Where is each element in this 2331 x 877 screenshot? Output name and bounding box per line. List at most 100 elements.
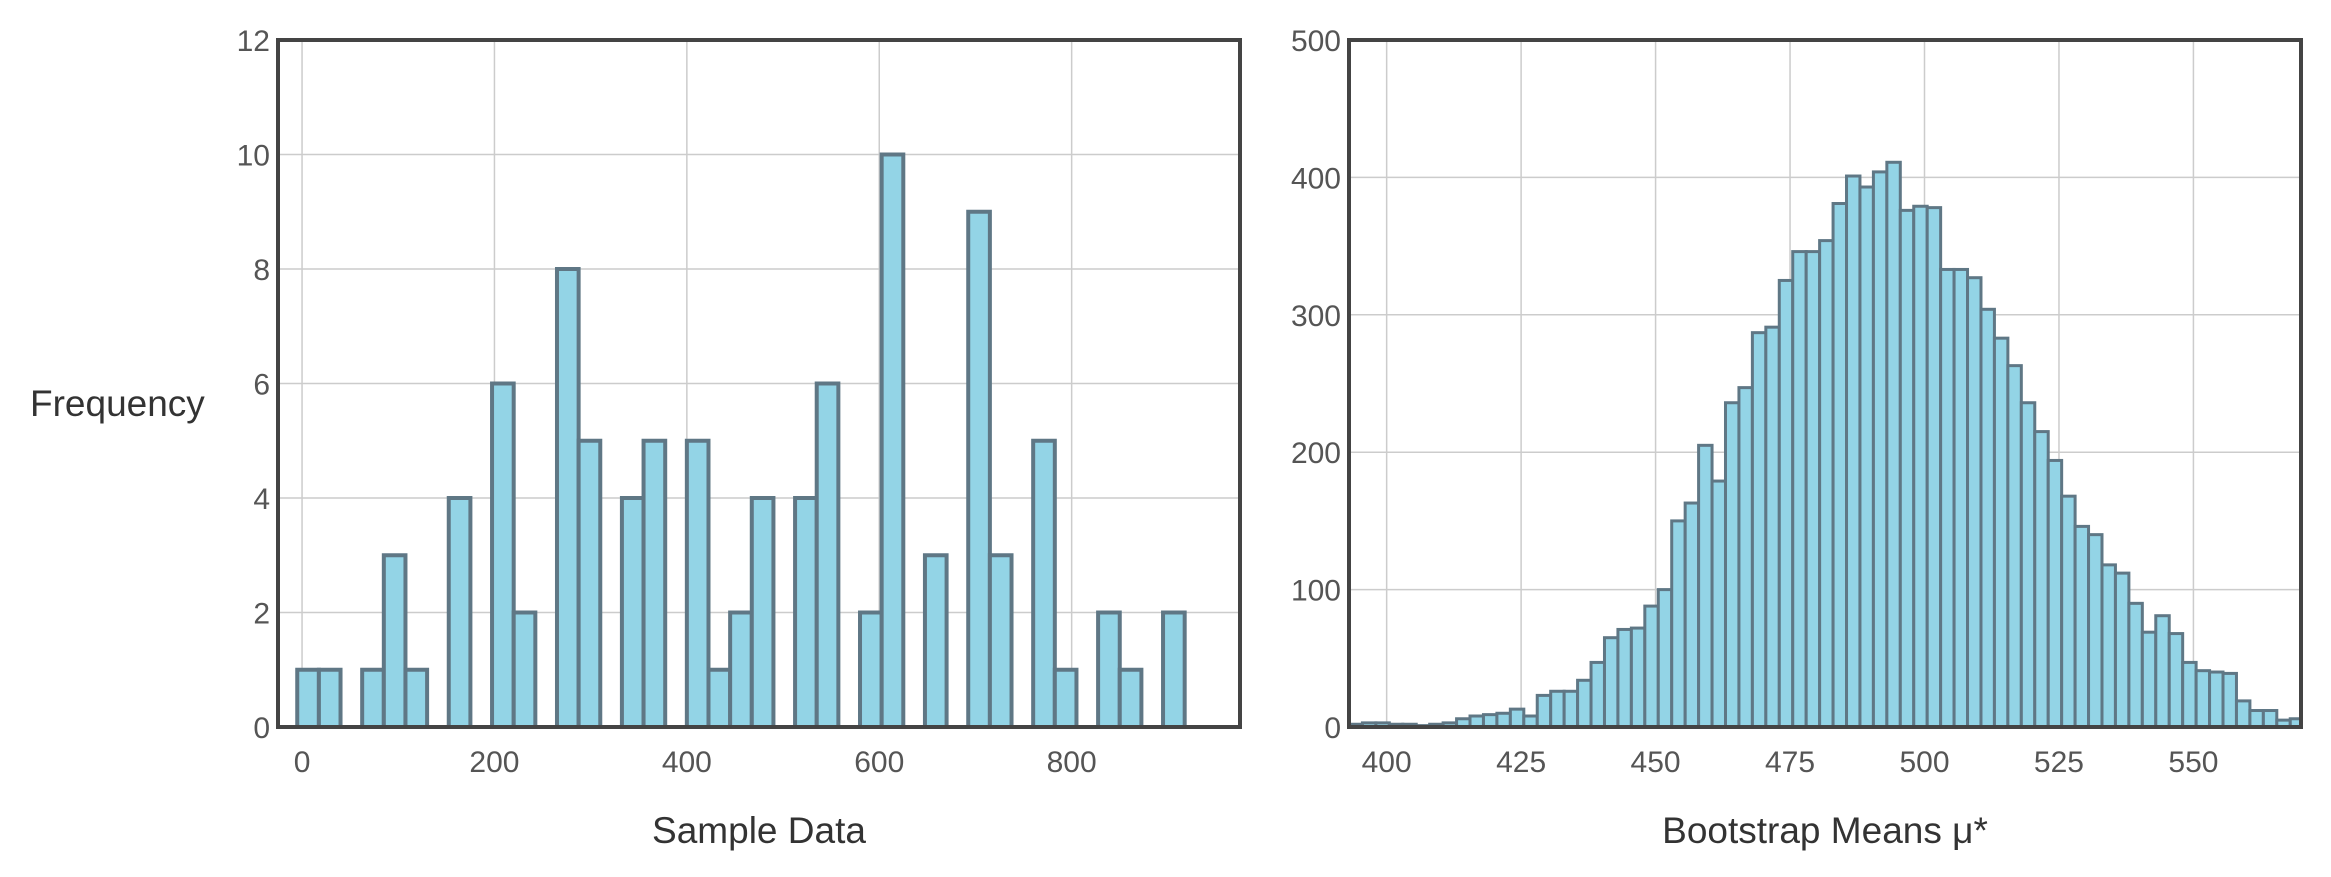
histogram-bar <box>1885 160 1902 729</box>
histogram-bar <box>1992 336 2010 729</box>
histogram-bar <box>2194 669 2212 729</box>
histogram-bar <box>295 667 321 729</box>
histogram-bar <box>793 496 819 729</box>
y-tick-label: 2 <box>253 598 270 631</box>
histogram-bar <box>1710 479 1727 729</box>
histogram-bar <box>1629 626 1647 729</box>
histogram-bar <box>1750 331 1768 729</box>
histogram-bar <box>381 553 408 729</box>
histogram-bar <box>490 381 516 729</box>
histogram-bar <box>1966 276 1983 729</box>
histogram-bar <box>554 267 581 729</box>
histogram-bar <box>2113 571 2131 729</box>
histogram-bar <box>2221 671 2238 729</box>
x-tick-label: 400 <box>662 746 712 779</box>
y-tick-label: 400 <box>1291 162 1341 195</box>
histogram-bar <box>2167 632 2185 729</box>
histogram-bar <box>2127 601 2144 729</box>
histogram-bar <box>2060 494 2077 729</box>
histogram-bar <box>1777 278 1795 729</box>
histogram-bar <box>1898 208 1916 729</box>
y-tick-label: 300 <box>1291 300 1341 333</box>
histogram-bar <box>641 438 668 729</box>
histogram-bar <box>1979 307 1996 729</box>
histogram-bar <box>1602 636 1620 729</box>
histogram-bar <box>1576 678 1593 729</box>
histogram-bar <box>360 667 386 729</box>
x-tick-label: 425 <box>1496 746 1546 779</box>
y-tick-label: 10 <box>237 140 270 173</box>
y-tick-label: 8 <box>253 254 270 287</box>
histogram-bar <box>1161 610 1187 729</box>
x-tick-label: 600 <box>854 746 904 779</box>
histogram-bar <box>1871 170 1889 729</box>
plot-frame <box>276 38 1242 729</box>
histogram-bar <box>1764 325 1781 729</box>
histogram-bar <box>749 496 776 729</box>
histogram-bar <box>1737 386 1754 729</box>
histogram-bar <box>1925 206 1943 729</box>
histogram-bar <box>1616 627 1633 729</box>
histogram-bar <box>987 553 1014 729</box>
histogram-bar <box>2248 709 2265 729</box>
histogram-bar <box>403 667 430 729</box>
histogram-bar <box>1535 693 1553 729</box>
histogram-bar <box>1549 689 1566 729</box>
histogram-bar <box>2019 401 2037 729</box>
histogram-bar <box>576 438 603 729</box>
histogram-bar <box>1723 401 1741 729</box>
histogram-bar <box>1508 707 1526 729</box>
histogram-bar <box>1952 267 1970 729</box>
histogram-bar <box>619 496 646 729</box>
x-tick-label: 450 <box>1631 746 1681 779</box>
histogram-bar <box>1670 519 1687 729</box>
histogram-bar <box>316 667 343 729</box>
x-tick-label: 0 <box>294 746 311 779</box>
histogram-bar <box>1804 250 1822 729</box>
histogram-bar <box>1912 204 1929 729</box>
histogram-bar <box>2046 458 2064 729</box>
histogram-bar <box>446 496 473 729</box>
histogram-bar <box>2234 699 2252 729</box>
left-y-axis-label: Frequency <box>30 383 205 424</box>
histogram-bar <box>1643 604 1660 729</box>
y-tick-label: 100 <box>1291 575 1341 608</box>
histogram-bar <box>1562 689 1580 729</box>
histogram-bar <box>2261 709 2279 729</box>
histogram-bar <box>858 610 884 729</box>
y-tick-label: 4 <box>253 483 270 516</box>
histogram-bar <box>1589 660 1606 729</box>
histogram-bar <box>1858 185 1875 729</box>
x-tick-label: 800 <box>1047 746 1097 779</box>
x-tick-label: 500 <box>1899 746 1949 779</box>
histogram-bar <box>1052 667 1079 729</box>
histogram-bar <box>1845 174 1862 729</box>
x-tick-label: 400 <box>1362 746 1412 779</box>
x-tick-label: 475 <box>1765 746 1815 779</box>
histogram-bar <box>1939 267 1956 729</box>
histogram-bar <box>728 610 754 729</box>
histogram-bar <box>2181 660 2198 729</box>
histogram-bar <box>706 667 733 729</box>
histogram-bar <box>2140 630 2158 729</box>
x-tick-label: 525 <box>2034 746 2084 779</box>
y-tick-label: 6 <box>253 369 270 402</box>
histogram-bar <box>2208 670 2225 729</box>
histogram-bar <box>966 209 992 729</box>
histogram-bar <box>1683 501 1701 729</box>
x-axis-label: Sample Data <box>652 810 866 851</box>
histogram-bar <box>2100 563 2117 729</box>
x-tick-label: 200 <box>469 746 519 779</box>
y-tick-label: 0 <box>253 712 270 745</box>
histogram-bar <box>1818 239 1835 729</box>
histogram-bar <box>2006 364 2023 729</box>
histogram-bar <box>1697 443 1714 729</box>
histogram-bar <box>814 381 841 729</box>
histogram-bootstrap-means: 400 425 450 475 500 525 550 0 100 200 300 400 500 Boo… <box>1291 25 2303 851</box>
histogram-bar <box>1831 202 1849 729</box>
histogram-bar <box>1656 588 1674 729</box>
histogram-bar <box>2087 533 2104 729</box>
histogram-bar <box>1495 711 1512 729</box>
y-tick-label: 0 <box>1324 712 1341 745</box>
